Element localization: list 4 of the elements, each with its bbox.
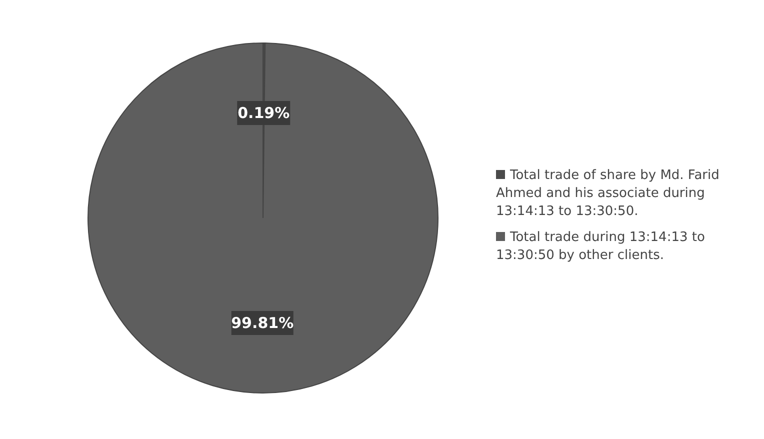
data-label: 99.81% xyxy=(231,314,294,332)
data-label: 0.19% xyxy=(238,104,290,122)
legend-label: Total trade during 13:14:13 to 13:30:50 by other clients. xyxy=(496,230,705,262)
legend-label: Total trade of share by Md. Farid Ahmed and his associate during 13:14:13 to 13:30:50. xyxy=(496,168,720,218)
